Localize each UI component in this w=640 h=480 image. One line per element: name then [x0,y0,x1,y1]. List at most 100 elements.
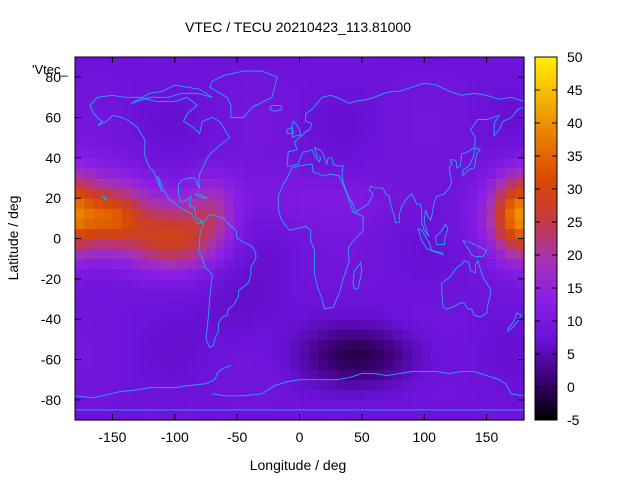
heatmap-cell [280,127,291,139]
heatmap-cell [159,339,170,351]
heatmap-cell [514,127,525,139]
heatmap-cell [308,349,319,361]
heatmap-cell [75,258,85,270]
heatmap-cell [355,329,366,340]
heatmap-cell [252,409,263,421]
heatmap-cell [140,339,151,351]
heatmap-cell [374,309,385,320]
heatmap-cell [224,309,235,320]
heatmap-cell [467,67,478,78]
heatmap-cell [159,379,170,391]
heatmap-cell [383,288,394,300]
heatmap-cell [252,238,263,250]
heatmap-cell [280,319,291,330]
heatmap-cell [280,107,291,119]
heatmap-cell [355,339,366,351]
heatmap-cell [364,228,375,240]
heatmap-cell [505,369,516,381]
heatmap-cell [84,309,95,320]
heatmap-cell [103,137,114,149]
heatmap-cell [131,248,142,260]
heatmap-cell [495,369,506,381]
colorbar-tick-label: 25 [567,214,583,230]
heatmap-cell [318,369,329,381]
heatmap-cell [430,258,441,270]
heatmap-cell [477,349,488,361]
heatmap-cell [121,329,132,340]
heatmap-cell [514,57,525,68]
heatmap-cell [271,349,282,361]
heatmap-cell [215,107,226,119]
heatmap-cell [393,379,403,391]
heatmap-cell [383,117,394,129]
heatmap-cell [84,67,95,78]
heatmap-cell [346,228,357,240]
heatmap-cell [196,167,207,179]
heatmap-cell [168,208,179,219]
heatmap-cell [308,359,319,371]
heatmap-cell [131,198,142,209]
heatmap-cell [430,67,441,78]
heatmap-cell [299,67,310,78]
heatmap-cell [93,268,104,280]
heatmap-cell [243,369,254,381]
coastline [507,312,523,333]
heatmap-cell [477,339,488,351]
heatmap-cell [477,389,488,401]
heatmap-cell [327,299,338,310]
heatmap-cell [402,248,413,260]
heatmap-cell [280,238,291,250]
heatmap-cell [271,258,282,270]
heatmap-cell [205,329,216,340]
heatmap-cell [327,288,338,300]
heatmap-cell [383,198,394,209]
heatmap-cell [196,107,207,119]
heatmap-cell [140,389,151,401]
heatmap-cell [234,288,244,300]
heatmap-cell [318,127,329,139]
heatmap-cell [486,77,497,88]
heatmap-cell [103,178,114,189]
heatmap-cell [430,359,441,371]
heatmap-cell [439,369,450,381]
heatmap-cell [393,127,403,139]
heatmap-cell [421,67,432,78]
heatmap-cell [75,208,85,219]
heatmap-cell [308,238,319,250]
heatmap-cell [346,258,357,270]
heatmap-cell [140,167,151,179]
heatmap-cell [177,228,188,240]
heatmap-cell [140,329,151,340]
heatmap-cell [318,208,329,219]
heatmap-cell [215,127,226,139]
heatmap-cell [159,77,170,88]
heatmap-cell [280,57,291,68]
heatmap-cell [140,248,151,260]
heatmap-cell [168,248,179,260]
heatmap-cell [224,117,235,129]
heatmap-cell [308,167,319,179]
heatmap-cell [449,309,460,320]
colorbar-tick-label: 40 [567,115,583,131]
heatmap-cell [93,228,104,240]
heatmap-cell [149,147,160,159]
heatmap-cell [402,379,413,391]
heatmap-cell [187,77,198,88]
heatmap-cell [243,299,254,310]
heatmap-cell [290,309,301,320]
heatmap-cell [131,349,142,361]
heatmap-cell [84,278,95,290]
heatmap-cell [205,238,216,250]
heatmap-cell [374,67,385,78]
heatmap-cell [355,409,366,421]
heatmap-cell [336,97,347,109]
heatmap-cell [112,157,123,169]
heatmap-cell [299,137,310,149]
heatmap-cell [93,77,104,88]
heatmap-cell [168,67,179,78]
coastline [441,259,491,318]
heatmap-cell [374,188,385,199]
heatmap-cell [159,258,170,270]
heatmap-cell [327,147,338,159]
heatmap-cell [505,157,516,169]
